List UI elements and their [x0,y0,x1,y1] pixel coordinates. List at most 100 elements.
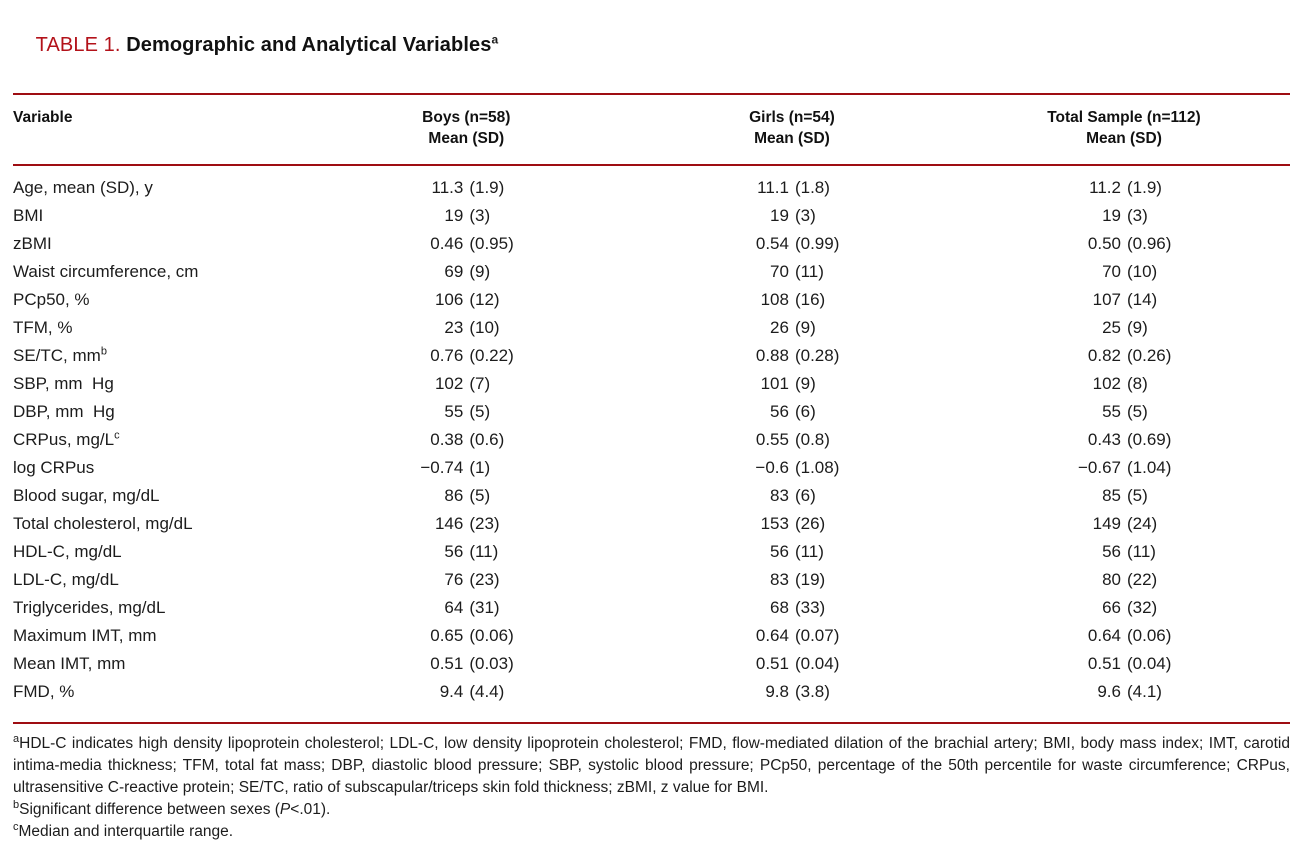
table-row: log CRPus −0.74 (1) −0.6 (1.08) −0.67 (1.04… [13,454,1290,482]
table-row: CRPus, mg/Lc 0.38 (0.6) 0.55 (0.8) 0.43 (0.… [13,426,1290,454]
boys-value: 19 (3) [444,206,491,225]
boys-value: −0.74 (1) [420,458,491,477]
variable-label: PCp50, % [13,290,90,309]
table-row: Waist circumference, cm 69 (9) 70 (11) 70(… [13,258,1290,286]
table-row: Age, mean (SD), y 11.3 (1.9) 11.1 (1.8) 11… [13,165,1290,202]
table-row: FMD, % 9.4 (4.4) 9.8 (3.8) 9.6 (4.1) [13,678,1290,706]
table-title: TABLE 1. Demographic and Analytical Vari… [13,8,1290,80]
total-value: 0.50 (0.96) [1087,234,1172,253]
column-header-boys-line2: Mean (SD) [428,130,505,147]
column-header-boys-line1: Boys (n=58) [422,109,511,126]
total-value: 0.43 (0.69) [1087,430,1172,449]
variable-label: log CRPus [13,458,95,477]
total-value: 11.2 (1.9) [1089,178,1162,197]
girls-value: 56 (11) [770,542,824,561]
column-header-girls: Girls (n=54) Mean (SD) [625,95,958,166]
title-divider-rule [13,93,1290,95]
column-header-total-line2: Mean (SD) [1086,130,1162,147]
girls-value: 11.1 (1.8) [757,178,830,197]
boys-value: 69 (9) [444,262,491,281]
girls-value: 108 (16) [760,290,826,309]
boys-value: 0.46 (0.95) [430,234,514,253]
table-row: DBP, mm Hg 55 (5) 56 (6) 55 (5) [13,398,1290,426]
total-value: 9.6 (4.1) [1097,682,1162,701]
footnote-a: aHDL-C indicates high density lipoprotei… [13,732,1290,796]
total-value: 0.82 (0.26) [1087,346,1172,365]
girls-value: 0.88 (0.28) [755,346,840,365]
variable-label: Mean IMT, mm [13,654,126,673]
boys-value: 9.4 (4.4) [439,682,505,701]
table-row: Mean IMT, mm 0.51 (0.03) 0.51 (0.04) 0.51(… [13,650,1290,678]
variable-label: TFM, % [13,318,73,337]
table-number: TABLE 1. [35,34,127,56]
total-value: 107 (14) [1092,290,1158,309]
table-row: SBP, mm Hg 102 (7) 101 (9) 102 (8) [13,370,1290,398]
boys-value: 76 (23) [444,570,500,589]
table-row: SE/TC, mmb 0.76 (0.22) 0.88 (0.28) 0.82 (0.… [13,342,1290,370]
variable-label: Total cholesterol, mg/dL [13,514,193,533]
girls-value: 0.51 (0.04) [755,654,840,673]
boys-value: 0.76 (0.22) [430,346,514,365]
girls-value: 83 (6) [770,486,816,505]
table-row: TFM, % 23 (10) 26 (9) 25 (9) [13,314,1290,342]
table-row: BMI 19 (3) 19 (3) 19 (3) [13,202,1290,230]
total-value: 55 (5) [1102,402,1148,421]
variable-label: Maximum IMT, mm [13,626,157,645]
table-row: Total cholesterol, mg/dL 146 (23) 153 (26)… [13,510,1290,538]
girls-value: −0.6 (1.08) [755,458,840,477]
girls-value: 9.8 (3.8) [765,682,830,701]
column-header-girls-line2: Mean (SD) [754,130,830,147]
girls-value: 153 (26) [760,514,826,533]
variable-label: SBP, mm Hg [13,374,114,393]
total-value: 70 (10) [1102,262,1158,281]
boys-value: 86 (5) [444,486,491,505]
total-value: 0.64 (0.06) [1087,626,1172,645]
column-header-girls-line1: Girls (n=54) [749,109,835,126]
total-value: 149 (24) [1092,514,1158,533]
girls-value: 83 (19) [770,570,826,589]
girls-value: 56 (6) [770,402,816,421]
table-row: Blood sugar, mg/dL 86 (5) 83 (6) 85 (5) [13,482,1290,510]
boys-value: 146 (23) [434,514,500,533]
variable-label: CRPus, mg/Lc [13,429,120,449]
table-row: HDL-C, mg/dL 56 (11) 56 (11) 56 (11) [13,538,1290,566]
table-row: Triglycerides, mg/dL 64 (31) 68 (33) 66 (32… [13,594,1290,622]
variable-label: Age, mean (SD), y [13,178,153,197]
column-header-variable: Variable [13,95,307,166]
total-value: 85 (5) [1102,486,1148,505]
girls-value: 0.64 (0.07) [755,626,840,645]
boys-value: 64 (31) [444,598,500,617]
total-value: 56 (11) [1102,542,1156,561]
table-figure: TABLE 1. Demographic and Analytical Vari… [13,8,1290,840]
boys-value: 0.51 (0.03) [430,654,514,673]
column-header-total-line1: Total Sample (n=112) [1047,109,1201,126]
girls-value: 70 (11) [770,262,824,281]
variable-label: Blood sugar, mg/dL [13,486,160,505]
total-value: 19 (3) [1102,206,1148,225]
total-value: 102 (8) [1092,374,1148,393]
variable-label: BMI [13,206,44,225]
variable-label: DBP, mm Hg [13,402,115,421]
boys-value: 0.65 (0.06) [430,626,514,645]
boys-value: 55 (5) [444,402,491,421]
table-row: zBMI 0.46 (0.95) 0.54 (0.99) 0.50 (0.96) [13,230,1290,258]
variable-label: zBMI [13,234,52,253]
footnote-divider-rule [13,722,1290,724]
girls-value: 68 (33) [770,598,826,617]
girls-value: 0.55 (0.8) [755,430,830,449]
table-row: PCp50, % 106 (12) 108 (16) 107 (14) [13,286,1290,314]
total-value: −0.67 (1.04) [1077,458,1172,477]
total-value: 80 (22) [1102,570,1158,589]
girls-value: 26 (9) [770,318,816,337]
boys-value: 11.3 (1.9) [431,178,505,197]
variable-label: LDL-C, mg/dL [13,570,119,589]
footnote-c: cMedian and interquartile range. [13,820,234,840]
variable-label: Waist circumference, cm [13,262,199,281]
boys-value: 102 (7) [434,374,491,393]
girls-value: 101 (9) [760,374,816,393]
table-caption: Demographic and Analytical Variables [126,34,492,56]
boys-value: 0.38 (0.6) [430,430,505,449]
total-value: 25 (9) [1102,318,1148,337]
table-row: LDL-C, mg/dL 76 (23) 83 (19) 80 (22) [13,566,1290,594]
demographics-table: Variable Boys (n=58) Mean (SD) Girls (n=… [13,95,1290,706]
